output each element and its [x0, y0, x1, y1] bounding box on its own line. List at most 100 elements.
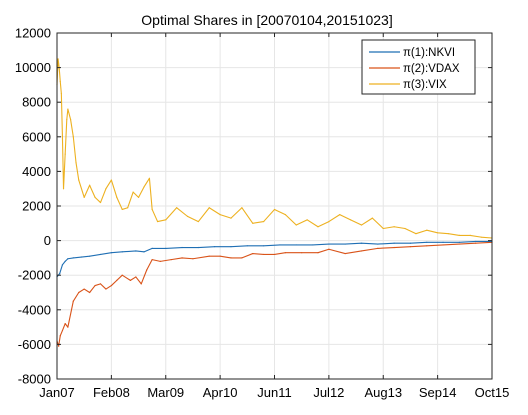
data-point-vix	[273, 208, 276, 211]
data-point-vdax	[426, 245, 428, 247]
data-point-vix	[137, 196, 140, 198]
data-point-vdax	[121, 274, 123, 276]
data-point-vdax	[135, 276, 137, 278]
data-point-vix	[252, 222, 254, 224]
legend-label-vix: π(3):VIX	[403, 79, 447, 91]
data-point-nkvi	[67, 258, 69, 260]
legend-label-vdax: π(2):VDAX	[403, 63, 460, 75]
data-point-vix	[151, 208, 153, 211]
data-point-vix	[284, 214, 286, 216]
data-point-nkvi	[377, 243, 379, 245]
data-point-vdax	[105, 288, 107, 290]
data-point-vix	[469, 234, 471, 237]
data-point-vix	[116, 196, 118, 198]
data-point-nkvi	[230, 246, 232, 248]
data-point-nkvi	[59, 272, 61, 275]
data-point-vix	[176, 207, 178, 209]
data-point-vix	[69, 118, 72, 121]
series-line-vix	[56, 58, 493, 239]
y-tick-label: 10000	[15, 60, 51, 75]
data-point-vix	[110, 179, 112, 181]
data-point-nkvi	[246, 245, 248, 247]
data-point-nkvi	[311, 244, 314, 246]
y-tick-label: 8000	[22, 95, 51, 110]
data-point-vdax	[58, 345, 60, 347]
data-point-vdax	[116, 279, 118, 281]
data-point-vdax	[328, 248, 330, 250]
data-point-vdax	[273, 253, 276, 256]
data-point-vdax	[170, 259, 172, 261]
data-point-nkvi	[458, 241, 460, 243]
y-tick-label: 2000	[22, 199, 51, 214]
x-tick-label: Oct15	[475, 385, 510, 400]
data-point-vix	[57, 58, 59, 60]
data-point-vix	[197, 220, 199, 223]
data-point-nkvi	[426, 241, 428, 243]
y-axis-tick-labels: 12000 10000 8000 6000 4000 2000 0 -2000 -4000 -60…	[15, 26, 51, 387]
data-point-vix	[458, 234, 460, 237]
data-point-vdax	[442, 244, 444, 246]
data-point-vix	[404, 227, 406, 230]
data-point-nkvi	[279, 244, 281, 246]
y-tick-label: -2000	[18, 268, 51, 283]
data-point-vdax	[159, 260, 161, 262]
data-point-nkvi	[393, 242, 395, 244]
data-point-vix	[94, 196, 96, 198]
data-point-vdax	[219, 255, 221, 257]
data-point-vix	[105, 188, 107, 190]
x-tick-label: Aug13	[364, 385, 402, 400]
data-point-vix	[208, 207, 210, 209]
x-tick-label: Jun11	[257, 385, 291, 400]
data-point-vdax	[284, 252, 286, 254]
data-point-vix	[156, 220, 159, 223]
data-point-vix	[66, 118, 68, 121]
data-point-vix	[339, 214, 341, 216]
data-point-nkvi	[151, 247, 153, 249]
data-point-vdax	[230, 257, 232, 259]
data-point-nkvi	[475, 240, 477, 243]
data-point-vdax	[458, 243, 460, 245]
data-point-nkvi	[214, 246, 216, 248]
legend-label-nkvi: π(1):NKVI	[403, 47, 455, 59]
data-point-vdax	[344, 252, 346, 255]
x-tick-label: Jan07	[39, 385, 74, 400]
data-point-nkvi	[121, 251, 123, 253]
data-point-nkvi	[64, 260, 66, 262]
data-point-vix	[83, 196, 85, 198]
data-point-vix	[59, 80, 61, 83]
data-point-vdax	[146, 269, 148, 271]
data-point-vix	[415, 233, 417, 235]
data-point-nkvi	[360, 242, 363, 244]
data-point-vix	[328, 220, 330, 223]
legend: π(1):NKVI π(2):VDAX π(3):VIX	[361, 39, 476, 95]
data-point-vix	[382, 227, 384, 230]
data-point-vdax	[83, 288, 85, 290]
x-tick-label: Feb08	[93, 385, 130, 400]
data-point-vix	[165, 219, 167, 221]
data-point-nkvi	[110, 252, 112, 254]
data-point-vdax	[140, 283, 142, 285]
data-point-vdax	[89, 291, 91, 294]
data-point-vix	[127, 207, 129, 209]
data-point-vdax	[94, 284, 96, 287]
data-point-vdax	[252, 252, 254, 255]
data-point-vdax	[475, 242, 477, 244]
data-point-vix	[121, 208, 123, 211]
data-point-vix	[393, 226, 395, 228]
series-layer	[56, 58, 493, 347]
data-point-vdax	[377, 247, 379, 249]
data-point-vix	[447, 233, 450, 235]
y-tick-label: 12000	[15, 26, 51, 41]
data-point-nkvi	[328, 243, 330, 245]
data-point-vix	[75, 162, 77, 164]
data-point-vix	[230, 217, 232, 219]
data-point-vix	[263, 220, 265, 223]
x-tick-label: Apr10	[203, 385, 238, 400]
y-tick-label: -8000	[18, 372, 51, 387]
data-point-vdax	[263, 253, 265, 256]
data-point-vdax	[409, 246, 412, 248]
data-point-vix	[60, 92, 62, 95]
y-tick-label: -6000	[18, 337, 51, 352]
data-point-vix	[72, 136, 74, 138]
